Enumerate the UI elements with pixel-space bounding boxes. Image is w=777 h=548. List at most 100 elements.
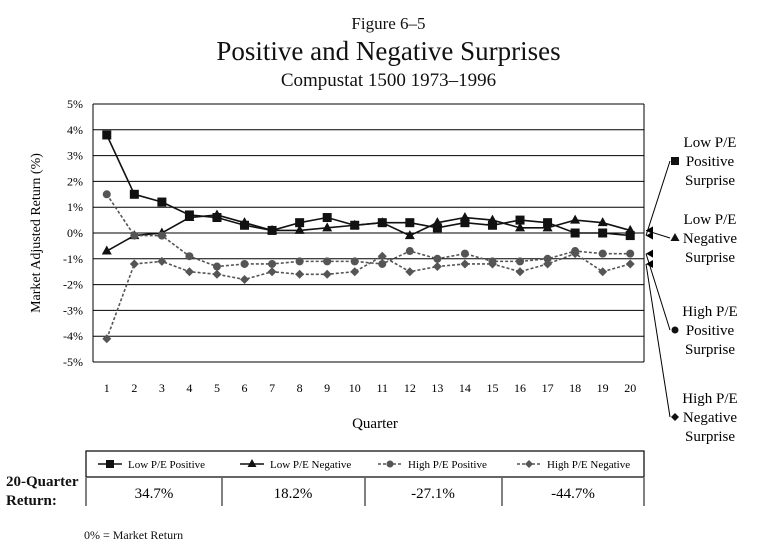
x-tick-label: 5 xyxy=(214,381,220,395)
series-high-p-e-negative xyxy=(102,249,635,344)
pointer-line xyxy=(645,160,671,236)
side-label-text: High P/E xyxy=(682,391,737,407)
square-marker xyxy=(671,157,679,165)
side-label: Low P/E Negative Surprise xyxy=(645,212,737,266)
chart-title: Positive and Negative Surprises xyxy=(216,36,561,66)
circle-marker xyxy=(598,249,607,258)
diamond-marker xyxy=(322,269,332,279)
diamond-marker xyxy=(129,259,139,269)
side-label-text: Positive xyxy=(686,323,735,339)
x-tick-label: 14 xyxy=(459,381,471,395)
series-line xyxy=(106,214,631,252)
legend-item: Low P/E Negative xyxy=(240,459,351,471)
return-value: -27.1% xyxy=(411,486,455,502)
circle-marker xyxy=(405,247,414,256)
side-label-text: Surprise xyxy=(685,250,735,266)
circle-marker xyxy=(130,231,139,240)
legend-item: High P/E Negative xyxy=(517,459,630,471)
triangle-marker xyxy=(515,222,526,232)
returns-label-line1: 20-Quarter xyxy=(6,474,79,490)
diamond-marker xyxy=(267,267,277,277)
circle-marker xyxy=(350,257,359,266)
side-label: High P/E Negative Surprise xyxy=(645,259,738,445)
square-marker xyxy=(515,215,525,225)
diamond-marker xyxy=(295,269,305,279)
triangle-marker xyxy=(101,245,112,255)
circle-marker xyxy=(323,257,332,266)
return-value: 34.7% xyxy=(135,486,174,502)
circle-marker xyxy=(157,231,166,240)
side-label-text: High P/E xyxy=(682,304,737,320)
pointer-arrow xyxy=(646,231,653,240)
circle-marker xyxy=(185,252,194,261)
circle-marker xyxy=(671,326,679,334)
x-tick-label: 15 xyxy=(486,381,498,395)
return-value: 18.2% xyxy=(274,486,313,502)
legend-item: Low P/E Positive xyxy=(98,459,205,471)
side-label-text: Surprise xyxy=(685,342,735,358)
series-low-p-e-negative xyxy=(101,209,636,255)
triangle-marker xyxy=(239,217,250,227)
diamond-marker xyxy=(671,413,679,421)
returns-label: 20-Quarter Return: xyxy=(6,473,78,511)
return-value: -44.7% xyxy=(551,486,595,502)
diamond-marker xyxy=(102,334,112,344)
square-marker xyxy=(625,231,635,241)
side-labels: Low P/E Positive Surprise Low P/E Negative Su… xyxy=(645,135,738,445)
diamond-marker xyxy=(377,251,387,261)
square-marker xyxy=(157,197,167,207)
y-tick-label: -4% xyxy=(63,329,83,343)
legend: Low P/E Positive Low P/E Negative High P/E… xyxy=(85,450,645,478)
pointer-arrow xyxy=(646,226,653,235)
side-label-text: Surprise xyxy=(685,173,735,189)
y-tick-label: 2% xyxy=(67,174,83,188)
y-tick-labels: 5% 4% 3% 2% 1% 0% -1% -2% -3% -4% -5% xyxy=(63,97,83,369)
triangle-marker xyxy=(322,222,333,232)
y-tick-label: 1% xyxy=(67,200,83,214)
gridlines xyxy=(92,103,645,363)
y-axis-label: Market Adjusted Return (%) xyxy=(29,153,44,313)
diamond-marker xyxy=(184,267,194,277)
x-tick-label: 18 xyxy=(569,381,581,395)
diamond-marker xyxy=(460,259,470,269)
square-marker xyxy=(106,460,114,468)
legend-label: Low P/E Negative xyxy=(270,459,351,471)
y-tick-label: -2% xyxy=(63,278,83,292)
side-label-text: Positive xyxy=(686,154,735,170)
diamond-marker xyxy=(487,259,497,269)
diamond-marker xyxy=(515,267,525,277)
side-label-text: Low P/E xyxy=(684,135,737,151)
triangle-marker xyxy=(542,222,553,232)
circle-marker xyxy=(516,257,525,266)
circle-marker xyxy=(240,259,249,268)
circle-marker xyxy=(460,249,469,258)
y-tick-label: -3% xyxy=(63,303,83,317)
triangle-marker xyxy=(377,217,388,227)
triangle-marker xyxy=(487,214,498,224)
triangle-marker xyxy=(670,233,680,241)
pointer-line xyxy=(645,263,671,418)
diamond-marker xyxy=(432,262,442,272)
diamond-marker xyxy=(570,249,580,259)
y-tick-label: 5% xyxy=(67,97,83,111)
triangle-marker xyxy=(294,224,305,234)
side-label: Low P/E Positive Surprise xyxy=(645,135,737,240)
circle-marker xyxy=(102,190,111,199)
side-label-text: Low P/E xyxy=(684,212,737,228)
triangle-marker xyxy=(625,224,636,234)
square-marker xyxy=(129,189,139,199)
returns-table: 34.7% 18.2% -27.1% -44.7% xyxy=(85,478,645,506)
circle-marker xyxy=(295,257,304,266)
diamond-marker xyxy=(405,267,415,277)
x-tick-label: 11 xyxy=(376,381,388,395)
pointer-arrow xyxy=(646,249,653,258)
circle-marker xyxy=(626,249,635,258)
x-tick-label: 9 xyxy=(324,381,330,395)
returns-label-line2: Return: xyxy=(6,493,57,509)
diamond-marker xyxy=(625,259,635,269)
diamond-marker xyxy=(598,267,608,277)
pointer-arrow xyxy=(646,259,653,268)
x-tick-label: 6 xyxy=(242,381,248,395)
legend-label: High P/E Positive xyxy=(408,459,487,471)
